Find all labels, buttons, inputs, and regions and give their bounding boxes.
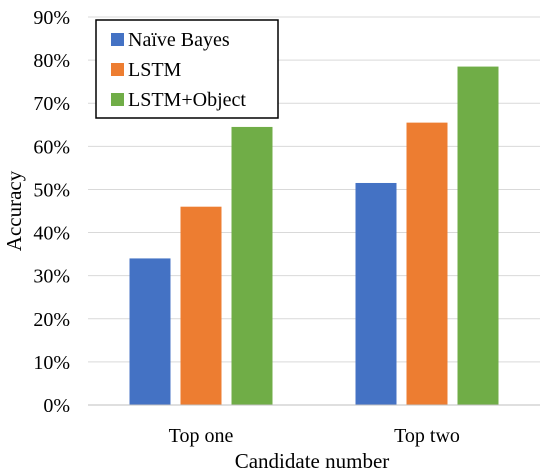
legend-label: Naïve Bayes [128,29,230,51]
y-tick-label: 70% [33,93,70,115]
y-tick-label: 50% [33,179,70,201]
bars [129,66,499,406]
y-tick-label: 10% [33,352,70,374]
legend-label: LSTM+Object [128,89,246,111]
y-tick-label: 40% [33,223,70,245]
y-tick-label: 80% [33,50,70,72]
bar [355,182,397,405]
legend-swatch [111,63,124,76]
x-tick-label: Top two [394,425,460,447]
x-axis-title: Candidate number [235,449,390,473]
y-axis-ticks: 0% 10% 20% 30% 40% 50% 60% 70% 80% 90% [33,7,70,417]
y-axis-title: Accuracy [2,170,26,251]
x-tick-label: Top one [169,425,234,447]
legend: Naïve Bayes LSTM LSTM+Object [95,19,279,119]
bar [180,206,222,405]
legend-swatch [111,93,124,106]
y-tick-label: 90% [33,7,70,29]
legend-box [95,19,279,119]
bar [406,122,448,405]
bar [457,66,499,406]
x-axis-ticks: Top one Top two [169,425,460,447]
bar [129,258,171,405]
bar [231,126,273,405]
legend-swatch [111,33,124,46]
y-tick-label: 20% [33,309,70,331]
legend-label: LSTM [128,59,182,81]
y-tick-label: 0% [43,395,70,417]
y-tick-label: 60% [33,136,70,158]
y-tick-label: 30% [33,266,70,288]
